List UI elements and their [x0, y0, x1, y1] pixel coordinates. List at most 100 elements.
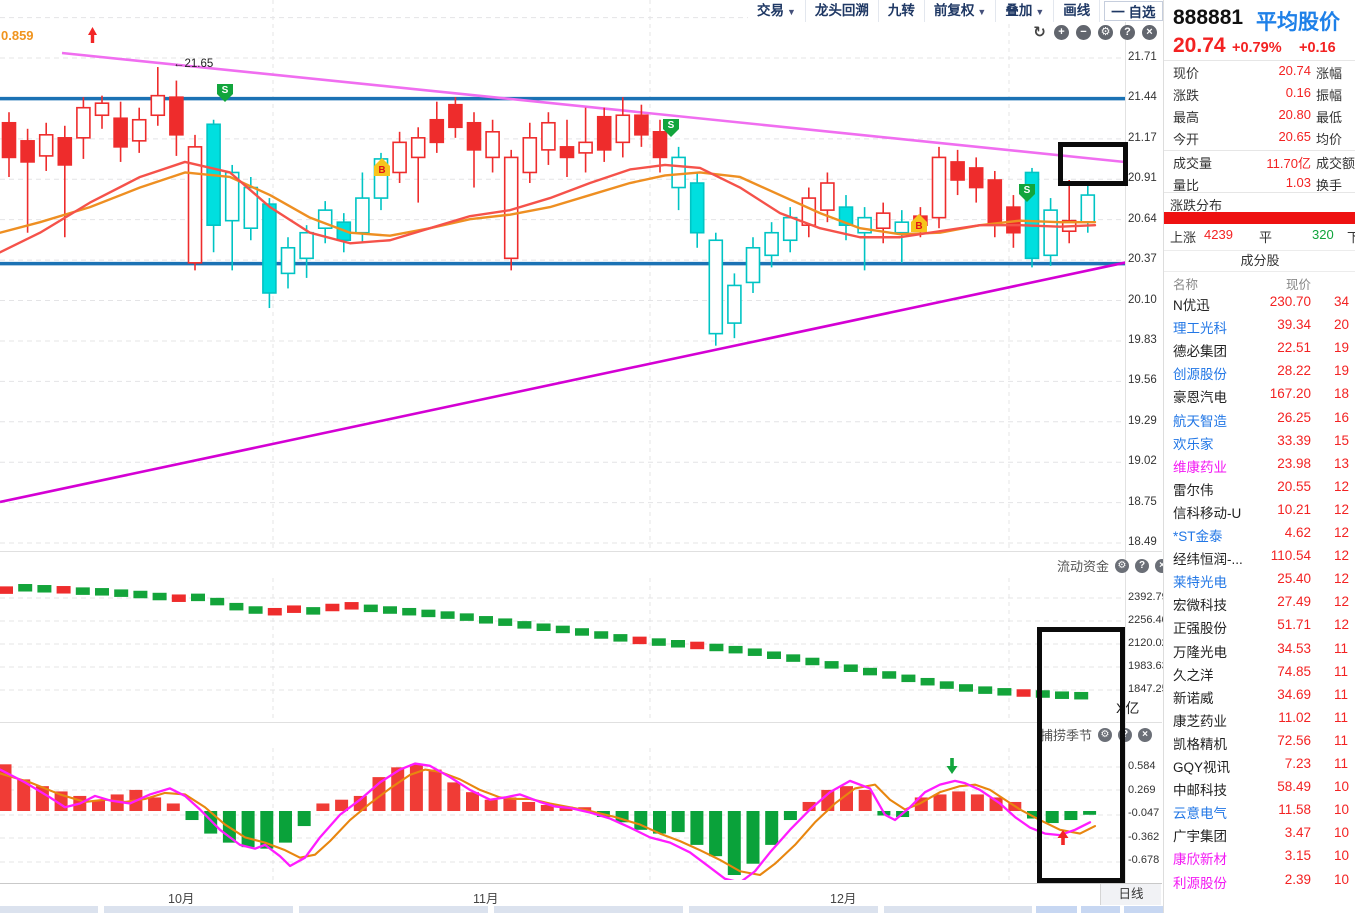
- toolbar-button-龙头回溯[interactable]: 龙头回溯: [806, 0, 879, 22]
- close-icon[interactable]: ×: [1138, 727, 1153, 742]
- annotation-rectangle[interactable]: [1037, 627, 1125, 883]
- line-style-selector[interactable]: 一 自选: [1104, 1, 1163, 21]
- stock-row[interactable]: 理工光科 39.34 20: [1164, 317, 1355, 339]
- stock-name[interactable]: N优迅: [1173, 298, 1210, 313]
- column-price[interactable]: 现价: [1285, 278, 1311, 292]
- stock-name[interactable]: 云意电气: [1173, 806, 1227, 822]
- scrollbar-segment[interactable]: [104, 906, 293, 913]
- stock-name[interactable]: 理工光科: [1173, 321, 1227, 337]
- season-bar: [765, 811, 779, 845]
- stock-row[interactable]: 万隆光电 34.53 11: [1164, 641, 1355, 663]
- scrollbar-segment[interactable]: [299, 906, 488, 913]
- stock-row[interactable]: 云意电气 11.58 10: [1164, 802, 1355, 824]
- stock-name[interactable]: 雷尔伟: [1173, 482, 1214, 498]
- stock-row[interactable]: 德必集团 22.51 19: [1164, 340, 1355, 362]
- stock-row[interactable]: 宏微科技 27.49 12: [1164, 594, 1355, 616]
- toolbar-button-前复权[interactable]: 前复权 ▼: [925, 0, 997, 22]
- stock-row[interactable]: 新诺威 34.69 11: [1164, 687, 1355, 709]
- scrollbar-segment[interactable]: [1124, 906, 1163, 913]
- stock-name[interactable]: *ST金泰: [1173, 529, 1223, 544]
- annotation-rectangle[interactable]: [1058, 142, 1128, 186]
- stock-name[interactable]: 中邮科技: [1173, 783, 1227, 799]
- stock-row[interactable]: *ST金泰 4.62 12: [1164, 525, 1355, 547]
- main-price-chart[interactable]: S S S B B ←21.65 0.859: [0, 0, 1125, 550]
- stock-name[interactable]: 凯格精机: [1173, 736, 1227, 752]
- stock-row[interactable]: 欢乐家 33.39 15: [1164, 433, 1355, 455]
- stock-row[interactable]: 广宇集团 3.47 10: [1164, 825, 1355, 847]
- scrollbar-segment[interactable]: [1036, 906, 1077, 913]
- zoom-out-icon[interactable]: −: [1076, 25, 1091, 40]
- stock-name[interactable]: 欢乐家: [1173, 436, 1214, 452]
- stock-row[interactable]: 康芝药业 11.02 11: [1164, 710, 1355, 732]
- stock-row[interactable]: 久之洋 74.85 11: [1164, 664, 1355, 686]
- toolbar-button-九转[interactable]: 九转: [879, 0, 925, 22]
- stock-row[interactable]: 维康药业 23.98 13: [1164, 456, 1355, 478]
- stock-change-clipped: 11: [1334, 732, 1349, 748]
- stock-name[interactable]: 豪恩汽电: [1173, 390, 1227, 406]
- stock-row[interactable]: N优迅 230.70 34: [1164, 294, 1355, 316]
- settings-icon[interactable]: ⚙: [1098, 25, 1113, 40]
- stock-name[interactable]: GQY视讯: [1173, 760, 1231, 775]
- stock-name[interactable]: 德必集团: [1173, 344, 1227, 360]
- stock-row[interactable]: 创源股份 28.22 19: [1164, 363, 1355, 385]
- gear-icon[interactable]: ⚙: [1098, 727, 1113, 742]
- toolbar-button-交易[interactable]: 交易 ▼: [748, 0, 806, 22]
- fund-flow-panel-chart[interactable]: [0, 578, 1125, 718]
- scrollbar-segment[interactable]: [0, 906, 98, 913]
- stock-name[interactable]: 平均股价: [1256, 11, 1340, 34]
- fund-block: [671, 640, 685, 648]
- stock-name[interactable]: 宏微科技: [1173, 598, 1227, 614]
- stock-price: 4.62: [1284, 525, 1311, 540]
- stock-row[interactable]: 经纬恒润-... 110.54 12: [1164, 548, 1355, 570]
- season-bar: [727, 811, 741, 876]
- season-bar: [447, 782, 461, 811]
- stock-name[interactable]: 信科移动-U: [1173, 505, 1242, 521]
- stock-row[interactable]: 豪恩汽电 167.20 18: [1164, 386, 1355, 408]
- zoom-in-icon[interactable]: +: [1054, 25, 1069, 40]
- gear-icon[interactable]: ⚙: [1115, 558, 1130, 573]
- period-selector[interactable]: 日线: [1100, 884, 1161, 905]
- help-icon[interactable]: ?: [1135, 558, 1150, 573]
- scrollbar-segment[interactable]: [689, 906, 878, 913]
- stock-name[interactable]: 创源股份: [1173, 367, 1227, 383]
- stock-row[interactable]: 莱特光电 25.40 12: [1164, 571, 1355, 593]
- stock-row[interactable]: 凯格精机 72.56 11: [1164, 733, 1355, 755]
- help-icon[interactable]: ?: [1120, 25, 1135, 40]
- stock-row[interactable]: 航天智造 26.25 16: [1164, 410, 1355, 432]
- season-indicator-chart[interactable]: [0, 748, 1125, 880]
- stock-change-clipped: 12: [1334, 571, 1350, 587]
- scrollbar-segment[interactable]: [884, 906, 1032, 913]
- stock-change-clipped: 12: [1334, 548, 1350, 564]
- stock-name[interactable]: 万隆光电: [1173, 644, 1227, 660]
- scrollbar-segment[interactable]: [494, 906, 683, 913]
- fund-block: [651, 638, 666, 646]
- stock-row[interactable]: 康欣新材 3.15 10: [1164, 848, 1355, 870]
- stock-name[interactable]: 利源股份: [1173, 875, 1227, 891]
- stock-name[interactable]: 广宇集团: [1173, 829, 1227, 845]
- stock-name[interactable]: 康欣新材: [1173, 852, 1227, 868]
- column-name[interactable]: 名称: [1173, 278, 1199, 292]
- stock-name[interactable]: 维康药业: [1173, 459, 1227, 475]
- fund-block: [75, 587, 90, 595]
- toolbar-button-叠加[interactable]: 叠加 ▼: [996, 0, 1055, 22]
- stock-row[interactable]: 正强股份 51.71 12: [1164, 617, 1355, 639]
- toolbar-button-画线[interactable]: 画线: [1054, 0, 1101, 22]
- stock-name[interactable]: 正强股份: [1173, 621, 1227, 637]
- stock-row[interactable]: 雷尔伟 20.55 12: [1164, 479, 1355, 501]
- stock-row[interactable]: 中邮科技 58.49 10: [1164, 779, 1355, 801]
- stock-row[interactable]: 信科移动-U 10.21 12: [1164, 502, 1355, 524]
- stock-row[interactable]: 利源股份 2.39 10: [1164, 872, 1355, 894]
- refresh-icon[interactable]: ↻: [1033, 24, 1046, 41]
- stock-name[interactable]: 久之洋: [1173, 667, 1214, 683]
- stock-name[interactable]: 康芝药业: [1173, 713, 1227, 729]
- stock-name[interactable]: 新诺威: [1173, 690, 1214, 706]
- up-arrow-icon: [1057, 830, 1069, 838]
- stock-name[interactable]: 经纬恒润-...: [1173, 552, 1243, 568]
- close-icon[interactable]: ×: [1142, 25, 1157, 40]
- stock-row[interactable]: GQY视讯 7.23 11: [1164, 756, 1355, 778]
- buy-signal-icon: B: [374, 158, 390, 176]
- stock-name[interactable]: 莱特光电: [1173, 575, 1227, 591]
- scrollbar-segment[interactable]: [1081, 906, 1120, 913]
- stock-name[interactable]: 航天智造: [1173, 413, 1227, 429]
